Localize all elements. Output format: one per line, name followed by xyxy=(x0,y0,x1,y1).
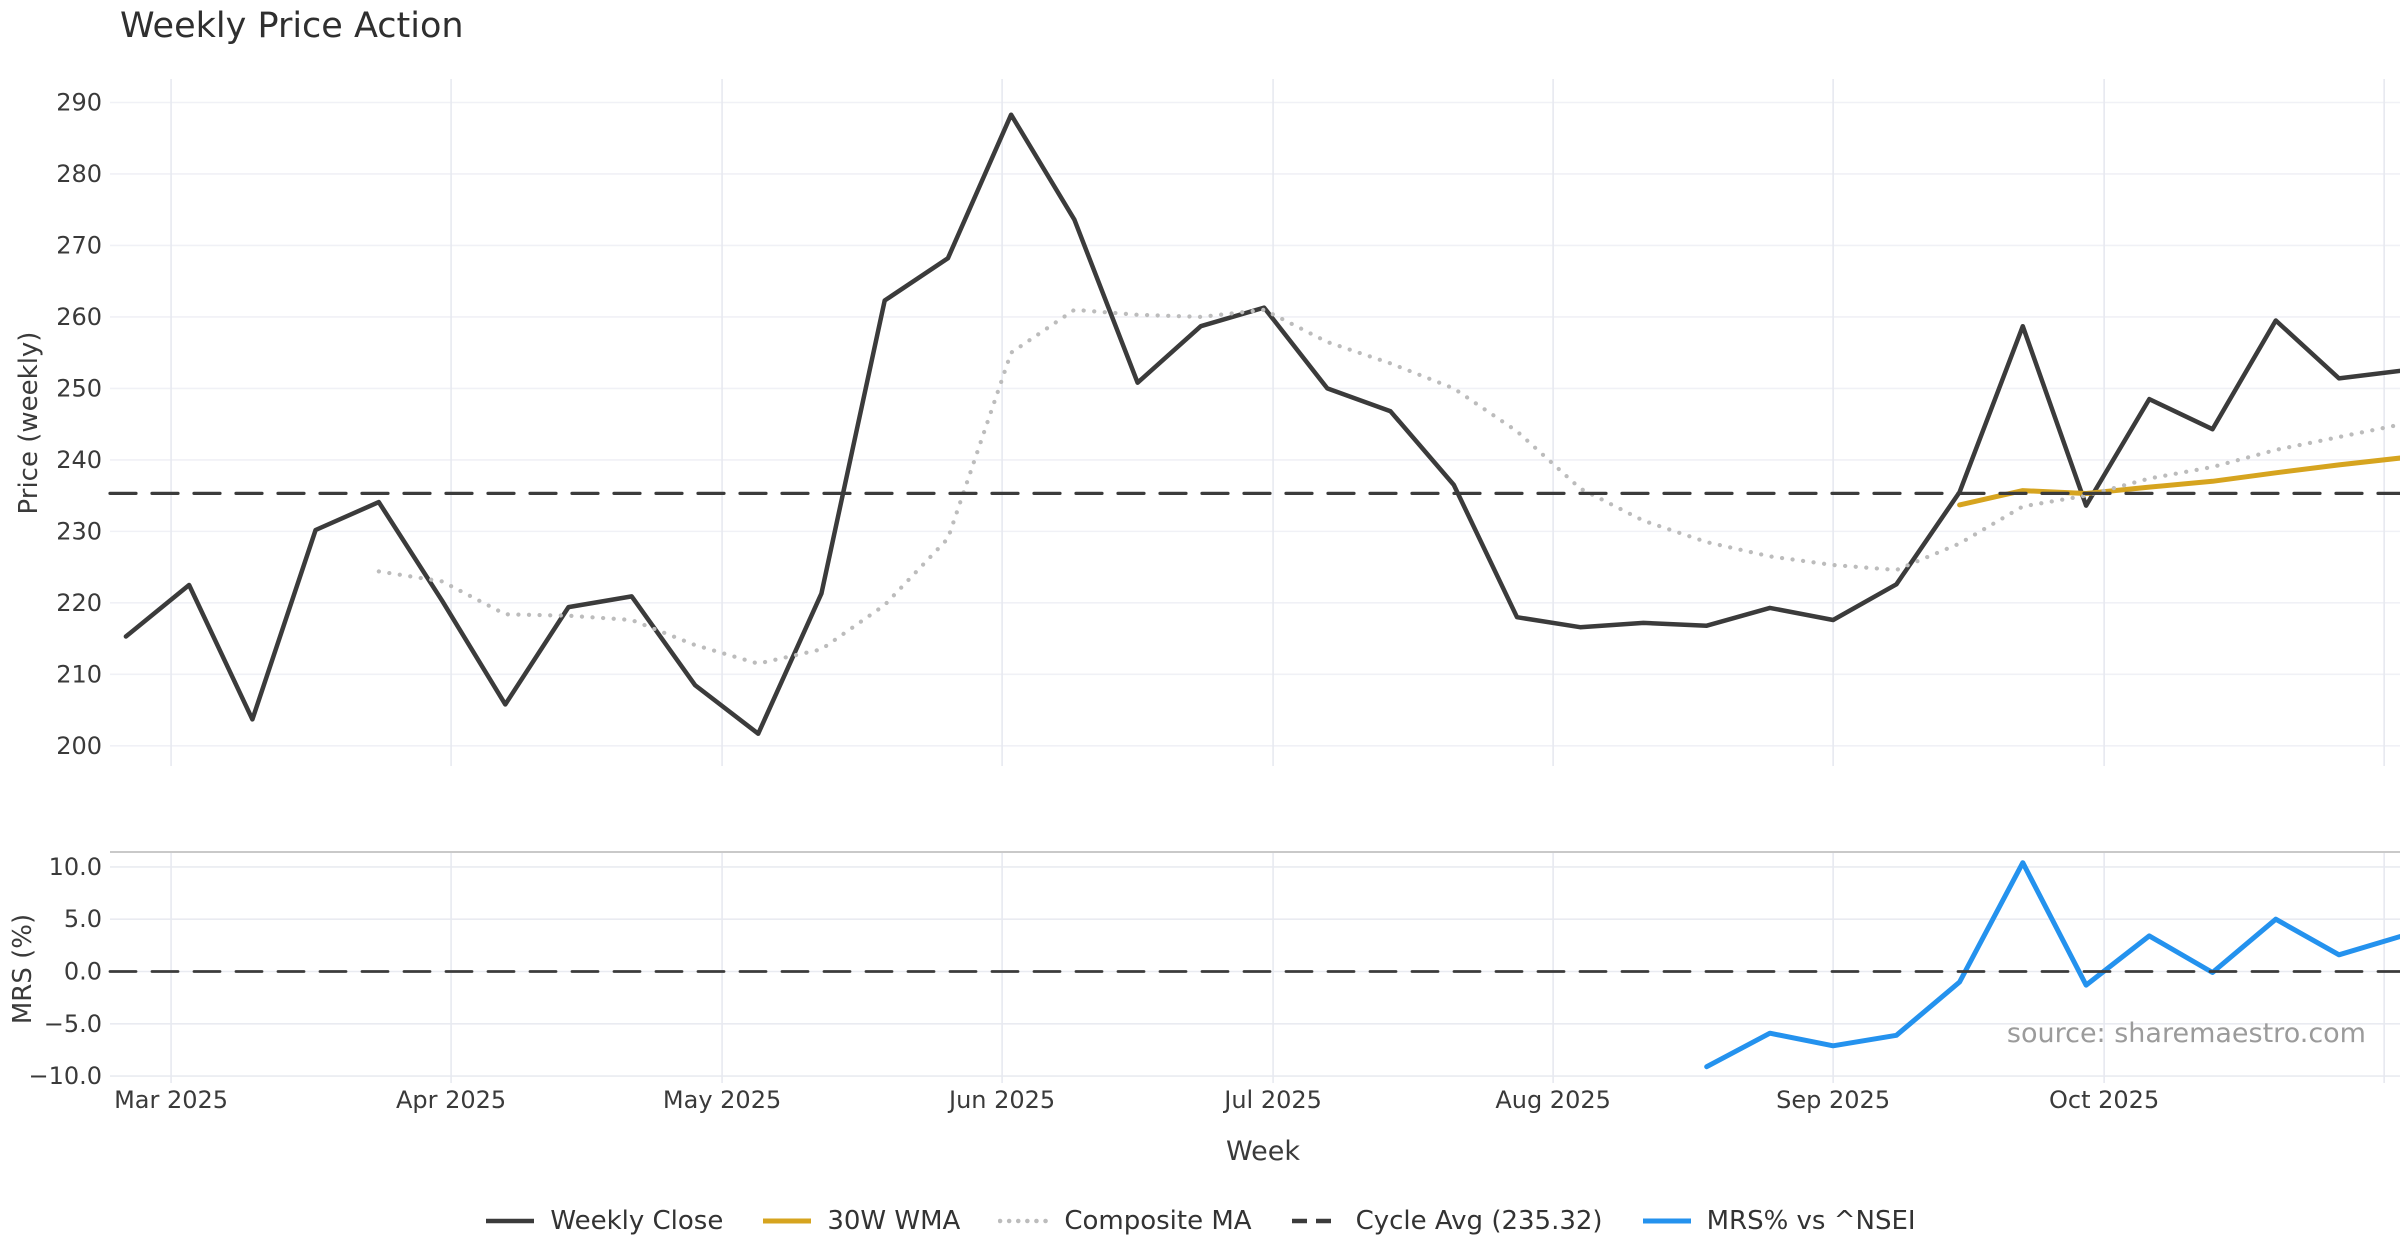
legend-item-30w-wma: 30W WMA xyxy=(761,1206,960,1236)
month-tick-label: Jun 2025 xyxy=(947,1086,1055,1114)
legend-item-mrs-vs-nsei: MRS% vs ^NSEI xyxy=(1641,1206,1916,1236)
price-tick-label: 250 xyxy=(56,374,102,402)
legend-swatch-30w-wma xyxy=(763,1218,812,1224)
month-tick-label: Sep 2025 xyxy=(1776,1086,1890,1114)
price-tick-label: 260 xyxy=(56,303,102,331)
legend-swatch-composite-ma xyxy=(998,1218,1051,1224)
series-30w-wma xyxy=(1957,455,2400,508)
legend-swatch-mrs-vs-nsei xyxy=(1642,1218,1691,1224)
legend-item-weekly-close: Weekly Close xyxy=(484,1206,723,1236)
price-tick-label: 280 xyxy=(56,160,102,188)
price-tick-label: 290 xyxy=(56,89,102,117)
series-weekly-close xyxy=(123,112,2400,736)
x-axis-label: Week xyxy=(1226,1136,1300,1167)
price-tick-label: 240 xyxy=(56,446,102,474)
mrs-tick-label: −10.0 xyxy=(28,1062,102,1090)
legend-label: MRS% vs ^NSEI xyxy=(1706,1206,1916,1236)
legend-swatch-cycle-avg-235-32 xyxy=(1291,1218,1340,1224)
series-mrs-vs-nsei xyxy=(1704,860,2400,1070)
month-tick-label: Oct 2025 xyxy=(2049,1086,2159,1114)
month-tick-label: May 2025 xyxy=(663,1086,781,1114)
series-composite-ma xyxy=(376,307,2400,666)
mrs-tick-label: 0.0 xyxy=(64,958,102,986)
page-title: Weekly Price Action xyxy=(120,6,464,46)
month-tick-label: Apr 2025 xyxy=(396,1086,506,1114)
legend-label: Weekly Close xyxy=(550,1206,724,1236)
legend-item-composite-ma: Composite MA xyxy=(998,1206,1252,1236)
mrs-axis-label: MRS (%) xyxy=(8,913,38,1025)
chart-legend: Weekly Close 30W WMA Composite MA Cycle Avg… xyxy=(0,1206,2400,1236)
price-tick-label: 270 xyxy=(56,231,102,259)
legend-label: Cycle Avg (235.32) xyxy=(1355,1206,1603,1236)
month-tick-label: Jul 2025 xyxy=(1222,1086,1322,1114)
price-tick-label: 200 xyxy=(56,732,102,760)
month-tick-label: Mar 2025 xyxy=(114,1086,228,1114)
mrs-tick-label: −5.0 xyxy=(44,1010,102,1038)
price-tick-label: 220 xyxy=(56,589,102,617)
month-tick-label: Aug 2025 xyxy=(1495,1086,1611,1114)
price-axis-label: Price (weekly) xyxy=(14,331,44,515)
legend-swatch-weekly-close xyxy=(486,1218,535,1224)
legend-item-cycle-avg-235-32: Cycle Avg (235.32) xyxy=(1290,1206,1603,1236)
source-note: source: sharemaestro.com xyxy=(2006,1018,2366,1049)
legend-label: 30W WMA xyxy=(827,1206,961,1236)
mrs-tick-label: 10.0 xyxy=(49,853,102,881)
legend-label: Composite MA xyxy=(1064,1206,1252,1236)
price-tick-label: 210 xyxy=(56,660,102,688)
price-tick-label: 230 xyxy=(56,517,102,545)
mrs-tick-label: 5.0 xyxy=(64,905,102,933)
